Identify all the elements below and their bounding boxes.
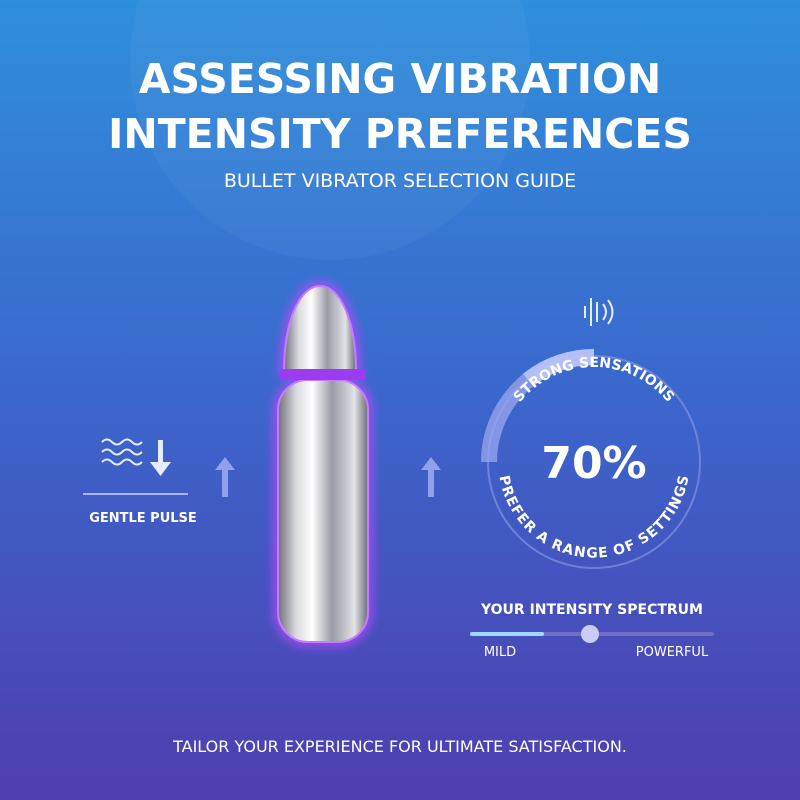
wave-icon (101, 438, 143, 466)
subtitle: BULLET VIBRATOR SELECTION GUIDE (224, 170, 576, 192)
bullet-vibrator (274, 281, 372, 646)
up-arrow (421, 457, 441, 497)
gauge-stat: 70% (541, 438, 646, 489)
title-line: INTENSITY PREFERENCES (108, 110, 692, 158)
max-label: POWERFUL (636, 645, 709, 660)
down-arrow (150, 440, 171, 476)
sound-icon (584, 298, 614, 326)
min-label: MILD (484, 645, 516, 660)
gentle-label: GENTLE PULSE (89, 511, 197, 526)
slider-knob[interactable] (581, 625, 599, 643)
slider-fill (470, 632, 544, 636)
up-arrow (215, 457, 235, 497)
title-line: ASSESSING VIBRATION (139, 55, 661, 103)
spectrum-title: YOUR INTENSITY SPECTRUM (480, 602, 703, 618)
bg-blob (130, 0, 530, 260)
footer: TAILOR YOUR EXPERIENCE FOR ULTIMATE SATI… (172, 737, 627, 756)
gauge-arc-highlight (523, 348, 595, 387)
